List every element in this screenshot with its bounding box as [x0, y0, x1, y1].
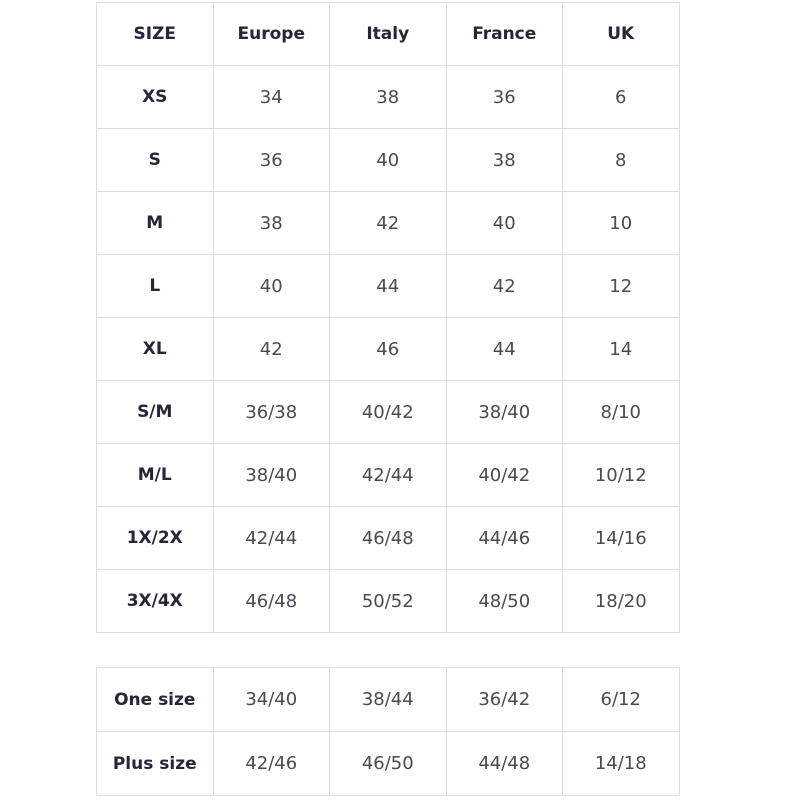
size-value-cell: 10 [562, 191, 680, 255]
size-label-cell: M [96, 191, 214, 255]
column-header: SIZE [96, 2, 214, 66]
table-row: L 40 44 42 12 [96, 254, 680, 318]
table-row: 3X/4X 46/48 50/52 48/50 18/20 [96, 569, 680, 633]
size-value-cell: 44 [445, 317, 563, 381]
size-chart-table: SIZE Europe Italy France UK XS 34 38 36 6 S 36 40 38 8… [96, 2, 680, 633]
table-row: XL 42 46 44 14 [96, 317, 680, 381]
header-row: SIZE Europe Italy France UK [96, 2, 680, 66]
size-value-cell: 50/52 [329, 569, 447, 633]
size-label-cell: XL [96, 317, 214, 381]
size-value-cell: 36 [445, 65, 563, 129]
table-row: S/M 36/38 40/42 38/40 8/10 [96, 380, 680, 444]
size-value-cell: 36 [212, 128, 330, 192]
size-value-cell: 44 [329, 254, 447, 318]
size-value-cell: 36/38 [212, 380, 330, 444]
size-value-cell: 38/40 [212, 443, 330, 507]
size-value-cell: 42/46 [212, 731, 330, 796]
size-value-cell: 36/42 [445, 667, 563, 732]
size-value-cell: 14/18 [562, 731, 680, 796]
size-value-cell: 40/42 [329, 380, 447, 444]
size-value-cell: 38/44 [329, 667, 447, 732]
size-value-cell: 8/10 [562, 380, 680, 444]
size-value-cell: 38 [329, 65, 447, 129]
size-value-cell: 38 [445, 128, 563, 192]
size-value-cell: 42/44 [329, 443, 447, 507]
size-value-cell: 42/44 [212, 506, 330, 570]
size-value-cell: 8 [562, 128, 680, 192]
size-value-cell: 44/48 [445, 731, 563, 796]
size-value-cell: 12 [562, 254, 680, 318]
size-value-cell: 40 [212, 254, 330, 318]
size-value-cell: 40 [329, 128, 447, 192]
size-label-cell: S [96, 128, 214, 192]
size-value-cell: 42 [212, 317, 330, 381]
size-value-cell: 48/50 [445, 569, 563, 633]
size-label-cell: L [96, 254, 214, 318]
size-value-cell: 40/42 [445, 443, 563, 507]
column-header: Europe [212, 2, 330, 66]
size-value-cell: 42 [445, 254, 563, 318]
size-label-cell: S/M [96, 380, 214, 444]
table-row: Plus size 42/46 46/50 44/48 14/18 [96, 731, 680, 796]
size-value-cell: 6 [562, 65, 680, 129]
size-label-cell: 1X/2X [96, 506, 214, 570]
size-label-cell: XS [96, 65, 214, 129]
special-sizes-table: One size 34/40 38/44 36/42 6/12 Plus size 42/4… [96, 667, 680, 796]
size-value-cell: 34/40 [212, 667, 330, 732]
size-value-cell: 46 [329, 317, 447, 381]
table-row: 1X/2X 42/44 46/48 44/46 14/16 [96, 506, 680, 570]
size-value-cell: 10/12 [562, 443, 680, 507]
table-row: One size 34/40 38/44 36/42 6/12 [96, 667, 680, 732]
column-header: France [445, 2, 563, 66]
size-value-cell: 42 [329, 191, 447, 255]
size-value-cell: 6/12 [562, 667, 680, 732]
size-value-cell: 14 [562, 317, 680, 381]
size-value-cell: 18/20 [562, 569, 680, 633]
column-header: UK [562, 2, 680, 66]
table-row: M 38 42 40 10 [96, 191, 680, 255]
size-value-cell: 38 [212, 191, 330, 255]
size-value-cell: 44/46 [445, 506, 563, 570]
size-value-cell: 46/50 [329, 731, 447, 796]
table-row: XS 34 38 36 6 [96, 65, 680, 129]
column-header: Italy [329, 2, 447, 66]
table-row: M/L 38/40 42/44 40/42 10/12 [96, 443, 680, 507]
size-label-cell: One size [96, 667, 214, 732]
size-label-cell: 3X/4X [96, 569, 214, 633]
size-value-cell: 46/48 [212, 569, 330, 633]
size-value-cell: 38/40 [445, 380, 563, 444]
size-value-cell: 46/48 [329, 506, 447, 570]
size-value-cell: 40 [445, 191, 563, 255]
size-label-cell: Plus size [96, 731, 214, 796]
table-row: S 36 40 38 8 [96, 128, 680, 192]
size-label-cell: M/L [96, 443, 214, 507]
size-value-cell: 14/16 [562, 506, 680, 570]
size-value-cell: 34 [212, 65, 330, 129]
